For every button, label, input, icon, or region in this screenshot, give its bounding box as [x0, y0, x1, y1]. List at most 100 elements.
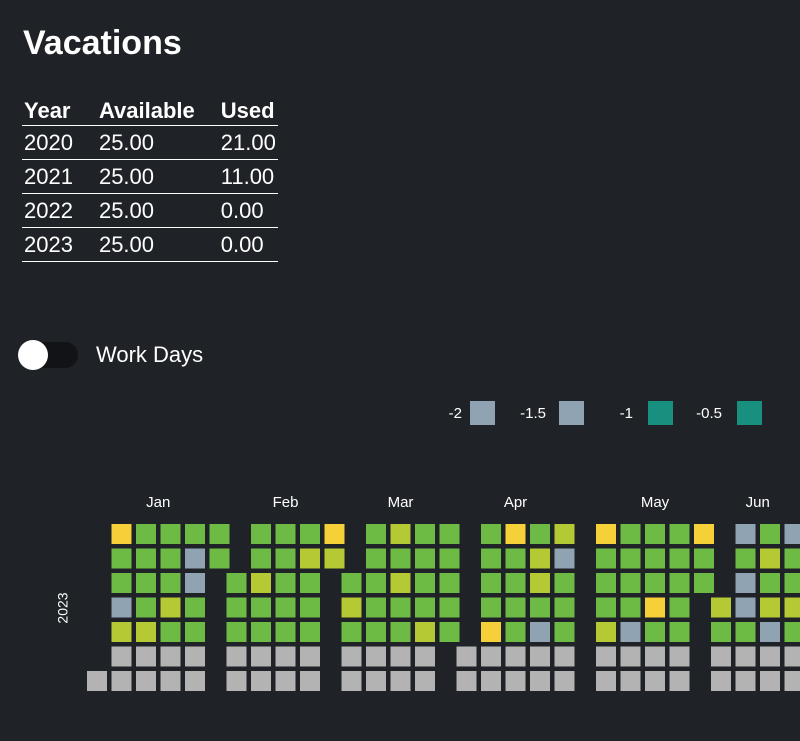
- day-cell: [530, 646, 550, 667]
- day-cell: [456, 646, 477, 667]
- day-cell: [415, 573, 435, 593]
- day-cell: [300, 573, 320, 593]
- day-cell: [366, 646, 386, 667]
- day-cell: [275, 622, 296, 642]
- table-row: 2021 25.00 11.00: [22, 159, 278, 194]
- day-cell: [669, 548, 690, 569]
- day-cell: [341, 671, 362, 691]
- day-cell: [596, 622, 616, 642]
- day-cell: [620, 524, 641, 544]
- day-cell: [226, 671, 247, 691]
- day-cell: [366, 671, 386, 691]
- legend-label: -1.5: [520, 405, 546, 422]
- day-cell: [620, 646, 641, 667]
- day-cell: [226, 646, 247, 667]
- day-cell: [439, 622, 460, 642]
- day-cell: [784, 622, 800, 642]
- day-cell: [136, 597, 156, 618]
- day-cell: [645, 573, 665, 593]
- month-label: May: [641, 494, 670, 511]
- day-cell: [645, 671, 665, 691]
- legend-label: -2: [449, 405, 462, 422]
- day-cell: [251, 524, 271, 544]
- day-cell: [694, 573, 714, 593]
- day-cell: [596, 671, 616, 691]
- table-cell: 25.00: [96, 159, 219, 194]
- legend-swatch: [470, 401, 495, 425]
- day-cell: [439, 524, 460, 544]
- day-cell: [390, 622, 411, 642]
- day-cell: [111, 524, 132, 544]
- day-cell: [111, 646, 132, 667]
- table-cell: 2022: [22, 193, 97, 228]
- day-cell: [760, 524, 780, 544]
- day-cell: [669, 524, 690, 544]
- day-cell: [735, 524, 756, 544]
- day-cell: [111, 671, 132, 691]
- day-cell: [481, 622, 501, 642]
- day-cell: [620, 597, 641, 618]
- day-cell: [111, 548, 132, 569]
- day-cell: [275, 573, 296, 593]
- day-cell: [669, 597, 690, 618]
- day-cell: [505, 524, 526, 544]
- table-cell: 11.00: [218, 159, 278, 194]
- day-cell: [439, 548, 460, 569]
- day-cell: [324, 548, 345, 569]
- table-cell: 0.00: [218, 193, 278, 228]
- day-cell: [300, 524, 320, 544]
- day-cell: [251, 671, 271, 691]
- day-cell: [784, 573, 800, 593]
- day-cell: [760, 573, 780, 593]
- table-row: 2022 25.00 0.00: [22, 193, 278, 228]
- day-cell: [669, 573, 690, 593]
- legend-label: -1: [620, 405, 633, 422]
- day-cell: [136, 548, 156, 569]
- day-cell: [300, 597, 320, 618]
- toggle-knob[interactable]: [18, 340, 48, 370]
- day-cell: [136, 671, 156, 691]
- day-cell: [136, 646, 156, 667]
- day-cell: [341, 622, 362, 642]
- legend-swatch: [737, 401, 762, 425]
- day-cell: [209, 524, 230, 544]
- toggle-track[interactable]: [18, 340, 78, 370]
- day-cell: [784, 646, 800, 667]
- day-cell: [251, 646, 271, 667]
- day-cell: [136, 524, 156, 544]
- day-cell: [735, 646, 756, 667]
- day-cell: [669, 622, 690, 642]
- legend-swatch: [648, 401, 673, 425]
- day-cell: [481, 524, 501, 544]
- day-cell: [645, 524, 665, 544]
- day-cell: [160, 622, 181, 642]
- day-cell: [160, 524, 181, 544]
- day-cell: [251, 573, 271, 593]
- legend-swatch: [559, 401, 584, 425]
- day-cell: [366, 622, 386, 642]
- day-cell: [760, 622, 780, 642]
- day-cell: [226, 573, 247, 593]
- day-cell: [366, 524, 386, 544]
- day-cell: [505, 671, 526, 691]
- day-cell: [415, 524, 435, 544]
- table-cell: 2020: [22, 125, 97, 160]
- day-cell: [341, 573, 362, 593]
- day-cell: [251, 622, 271, 642]
- day-cell: [760, 646, 780, 667]
- day-cell: [505, 597, 526, 618]
- day-cell: [439, 573, 460, 593]
- day-cell: [439, 597, 460, 618]
- day-cell: [760, 671, 780, 691]
- day-cell: [185, 597, 205, 618]
- month-label: Apr: [504, 494, 527, 511]
- legend-label: -0.5: [696, 405, 722, 422]
- table-row: 2023 25.00 0.00: [22, 227, 278, 262]
- work-days-toggle[interactable]: Work Days: [18, 340, 203, 370]
- day-cell: [669, 646, 690, 667]
- day-cell: [505, 646, 526, 667]
- day-cell: [620, 573, 641, 593]
- day-cell: [481, 573, 501, 593]
- month-label: Mar: [388, 494, 414, 511]
